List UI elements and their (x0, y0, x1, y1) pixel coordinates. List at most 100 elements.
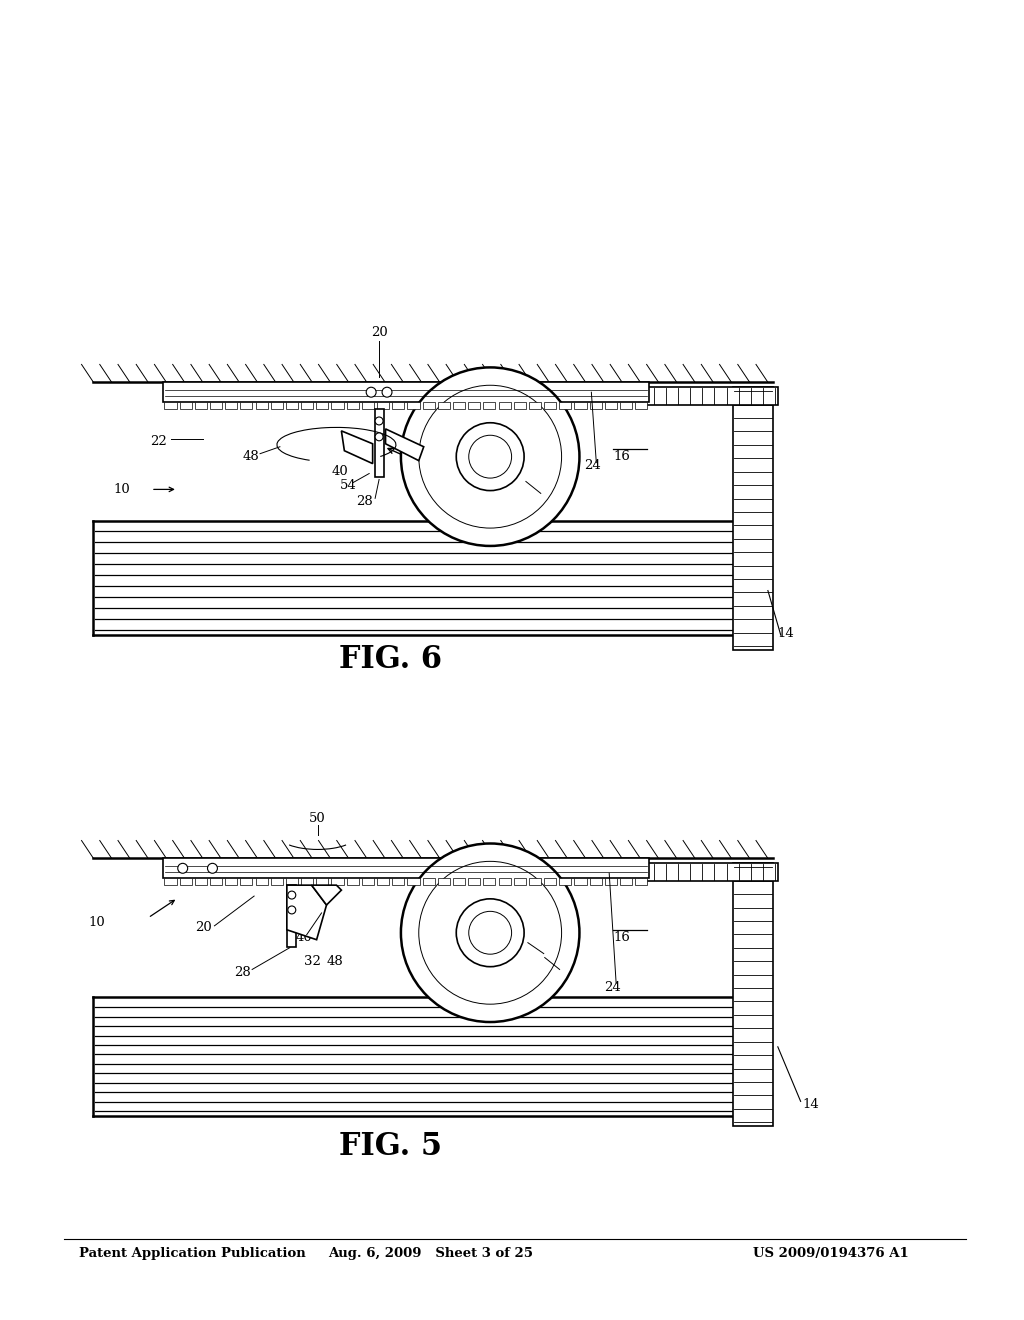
Bar (225, 403, 238, 409)
Circle shape (469, 911, 512, 954)
Bar (286, 878, 298, 886)
Polygon shape (386, 429, 424, 461)
Circle shape (375, 433, 383, 441)
Text: 24: 24 (585, 459, 601, 473)
Text: 50: 50 (309, 812, 326, 825)
Bar (270, 878, 283, 886)
Circle shape (401, 843, 580, 1022)
Bar (163, 383, 649, 403)
Text: 12: 12 (542, 490, 558, 503)
Bar (195, 878, 207, 886)
Bar (514, 878, 526, 886)
Bar (483, 878, 496, 886)
Text: FIG. 5: FIG. 5 (340, 1130, 442, 1162)
Bar (639, 863, 778, 882)
Bar (408, 403, 420, 409)
Text: 14: 14 (803, 1098, 819, 1111)
Bar (574, 403, 587, 409)
Circle shape (382, 387, 392, 397)
Circle shape (178, 863, 187, 874)
Bar (544, 878, 556, 886)
Bar (361, 403, 374, 409)
Bar (163, 858, 649, 878)
Polygon shape (287, 886, 327, 940)
Text: Patent Application Publication: Patent Application Publication (79, 1246, 305, 1259)
Text: 20: 20 (196, 921, 212, 935)
Circle shape (419, 862, 561, 1005)
Bar (301, 878, 313, 886)
Bar (347, 403, 358, 409)
Bar (210, 878, 222, 886)
Bar (733, 387, 773, 649)
Text: 48: 48 (243, 450, 259, 463)
Bar (620, 403, 632, 409)
Text: 40: 40 (296, 931, 312, 944)
Bar (408, 878, 420, 886)
Bar (453, 878, 465, 886)
Bar (620, 878, 632, 886)
Text: 48: 48 (327, 956, 343, 968)
Bar (301, 403, 313, 409)
Bar (574, 878, 587, 886)
Circle shape (367, 387, 376, 397)
Bar (316, 878, 329, 886)
Text: FIG. 6: FIG. 6 (340, 644, 442, 676)
Bar (528, 403, 541, 409)
Bar (241, 403, 253, 409)
Bar (165, 878, 176, 886)
Bar (635, 878, 647, 886)
Circle shape (375, 417, 383, 425)
Text: 16: 16 (613, 450, 630, 463)
Bar (270, 403, 283, 409)
Polygon shape (311, 886, 341, 906)
Text: 20: 20 (371, 326, 387, 339)
Text: 54: 54 (339, 479, 356, 492)
Bar (423, 878, 435, 886)
Bar (639, 387, 778, 405)
Bar (453, 403, 465, 409)
Bar (241, 878, 253, 886)
Bar (256, 878, 267, 886)
Bar (590, 878, 602, 886)
Bar (225, 878, 238, 886)
Bar (559, 878, 571, 886)
Polygon shape (341, 430, 373, 463)
Bar (375, 409, 384, 477)
Bar (179, 403, 191, 409)
Bar (332, 878, 344, 886)
Bar (256, 403, 267, 409)
Bar (392, 403, 404, 409)
Bar (468, 403, 480, 409)
Bar (165, 403, 176, 409)
Bar (286, 403, 298, 409)
Bar (377, 878, 389, 886)
Bar (635, 403, 647, 409)
Text: 32: 32 (304, 956, 321, 968)
Bar (499, 403, 511, 409)
Bar (733, 863, 773, 1126)
Circle shape (288, 906, 296, 913)
Text: US 2009/0194376 A1: US 2009/0194376 A1 (753, 1246, 908, 1259)
Bar (468, 878, 480, 886)
Bar (423, 403, 435, 409)
Circle shape (469, 436, 512, 478)
Bar (377, 403, 389, 409)
Circle shape (288, 891, 296, 899)
Text: 10: 10 (88, 916, 105, 929)
Bar (316, 403, 329, 409)
Text: 16: 16 (613, 931, 630, 944)
Bar (93, 837, 803, 858)
Text: 12: 12 (545, 950, 561, 964)
Text: 40: 40 (332, 465, 348, 478)
Bar (528, 878, 541, 886)
Bar (559, 403, 571, 409)
Circle shape (457, 422, 524, 491)
Bar (590, 403, 602, 409)
Bar (438, 878, 450, 886)
Text: Aug. 6, 2009   Sheet 3 of 25: Aug. 6, 2009 Sheet 3 of 25 (328, 1246, 534, 1259)
Bar (361, 878, 374, 886)
Bar (438, 403, 450, 409)
Bar (605, 878, 617, 886)
Circle shape (419, 385, 561, 528)
Text: 28: 28 (234, 966, 251, 979)
